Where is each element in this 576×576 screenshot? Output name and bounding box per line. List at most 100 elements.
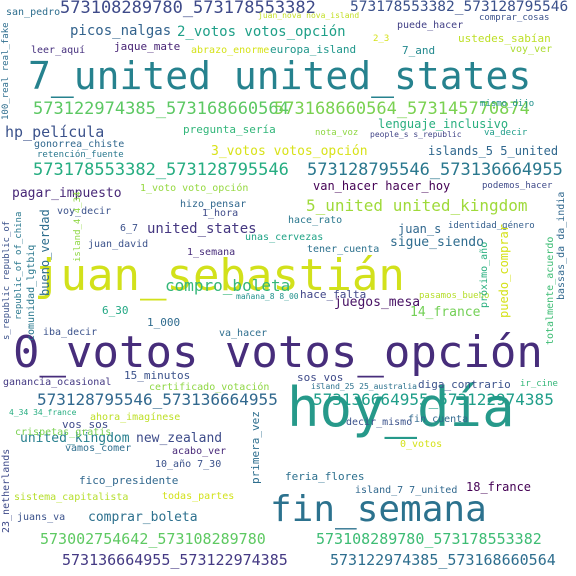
word-comprar-boleta: comprar_boleta xyxy=(88,510,198,525)
word-europa-island: europa_island xyxy=(270,43,357,56)
word-lenguaje-inclusivo: lenguaje_inclusivo xyxy=(378,117,509,131)
word-1-hora: 1_hora xyxy=(202,208,239,219)
word-100-real-real-fake: 100_real real_fake xyxy=(1,22,11,120)
word-6-7: 6_7 xyxy=(120,223,139,234)
word-fin-semana: fin_semana xyxy=(270,489,487,530)
word-juan-david: juan_david xyxy=(88,239,149,250)
word-va-decir: va_decir xyxy=(484,128,528,138)
word-1-semana: 1_semana xyxy=(187,247,236,258)
word-island-25-25-australia: island_25 25_australia xyxy=(311,382,417,391)
word-san-pedro: san_pedro xyxy=(6,7,61,18)
word-crispetas-gratis: crispetas_gratis xyxy=(15,427,112,438)
word-voy-decir: voy_decir xyxy=(57,206,112,217)
word-ganancia-ocasional: ganancia_ocasional xyxy=(3,377,112,388)
word-retencion-fuente: retención_fuente xyxy=(37,150,124,160)
word-united-states: united_states xyxy=(147,221,257,237)
word-hizo-pensar: hizo_pensar xyxy=(180,199,247,210)
word-picos-nalgas: picos_nalgas xyxy=(70,23,172,39)
word-pasamos-bueno: pasamos_bueno xyxy=(419,291,490,301)
word-fin-cuenta: fin_cuenta xyxy=(408,414,469,425)
word-hace-falta: hace_falta xyxy=(300,288,367,301)
word-pregunta-seria: pregunta_sería xyxy=(183,123,276,136)
word-identidad-genero: identidad_género xyxy=(448,221,535,231)
word-tener-cuenta: tener_cuenta xyxy=(307,244,380,255)
word-iba-decir: iba_decir xyxy=(43,327,98,338)
word-18-france: 18_france xyxy=(466,480,532,494)
word-5-united-united-kingdom: 5_united united_kingdom xyxy=(306,196,528,215)
word-ir-cine: ir_cine xyxy=(520,379,558,389)
word-7-united-united-states: 7_united united_states xyxy=(28,54,532,98)
word-republic-of-of-china: republic_of of_china xyxy=(14,211,24,320)
word-primera-vez: primera_vez xyxy=(249,411,262,484)
word-sistema-capitalista: sistema_capitalista xyxy=(14,492,129,503)
word-s-republic-republic-of: s_republic republic_of xyxy=(2,220,12,340)
word-diga-contrario: diga_contrario xyxy=(418,378,511,391)
word-island-4-4-34: island_4 4_34 xyxy=(73,191,83,262)
word-manana-8-8-00: mañana_8 8_00 xyxy=(236,292,299,301)
word-1-voto-voto-opcion: 1_voto voto_opción xyxy=(140,183,249,194)
word-0-votos: 0_votos xyxy=(400,439,443,450)
word-juans-va: juans_va xyxy=(17,512,66,523)
word-people-s-s-republic: people_s s_republic xyxy=(370,130,462,139)
word-island-7-7-united: island_7 7_united xyxy=(355,485,458,496)
word-hp-pelicula: hp_película xyxy=(5,123,105,141)
word-totalmente-acuerdo: totalmente_acuerdo xyxy=(545,236,556,345)
word-hace-rato: hace_rato xyxy=(288,215,343,226)
word-vamos-comer: vamos_comer xyxy=(65,443,132,454)
word-fico-presidente: fico_presidente xyxy=(79,474,179,487)
word-14-france: 14_france xyxy=(410,305,481,320)
word-id-pair: 573136664955_573122974385 xyxy=(313,390,554,409)
word-6-30: 6_30 xyxy=(102,304,129,317)
word-va-hacer: va_hacer xyxy=(219,328,268,339)
word-certificado-votacion: certificado_votación xyxy=(149,382,270,393)
word-juan-nova-nova-island: juan_nova nova_island xyxy=(258,11,360,20)
word-decir-mismo: decir_mismo xyxy=(346,417,413,428)
word-islands-5-5-united: islands_5 5_united xyxy=(428,144,559,158)
word-juan-s: juan_s xyxy=(398,222,442,236)
word-new-zealand: new_zealand xyxy=(136,431,223,446)
word-puedo-comprar: puedo_comprar xyxy=(497,224,511,318)
word-sigue-siendo: sigue_siendo xyxy=(390,235,484,250)
word-feria-flores: feria_flores xyxy=(285,470,365,483)
word-voy-ver: voy_ver xyxy=(510,44,553,55)
word-proximo-ano: próximo_año xyxy=(479,241,490,308)
word-comprar-cosas: comprar_cosas xyxy=(479,13,550,23)
word-id-pair: 573136664955_573122974385 xyxy=(62,551,288,569)
word-15-minutos: 15_minutos xyxy=(124,369,191,382)
word-todas-partes: todas_partes xyxy=(162,491,235,502)
word-2-votos-votos-opcion: 2_votos votos_opción xyxy=(177,24,346,40)
word-juegos-mesa: juegos_mesa xyxy=(334,295,421,310)
word-leer-aqui: leer_aquí xyxy=(31,45,86,56)
word-gonorrea-chiste: gonorrea_chiste xyxy=(34,139,125,150)
word-id-pair: 573108289780_573178553382 xyxy=(316,530,542,548)
word-hoy-dia: hoy_día xyxy=(287,376,515,439)
word-23-netherlands: 23_netherlands xyxy=(1,448,12,533)
word-jaque-mate: jaque_mate xyxy=(114,40,181,53)
word-van-hacer-hacer-hoy: van_hacer hacer_hoy xyxy=(313,179,451,193)
word-10-ano-7-30: 10_año 7_30 xyxy=(155,459,222,470)
word-7-and: 7_and xyxy=(402,44,436,57)
word-podemos-hacer: podemos_hacer xyxy=(482,181,553,191)
word-ustedes-sabian: ustedes_sabían xyxy=(458,32,551,45)
word-id-pair: 573122974385_573168660564 xyxy=(330,551,556,569)
word-id-pair: 573178553382_573128795546 xyxy=(33,160,289,180)
word-ahora-imaginese: ahora_imagínese xyxy=(90,412,181,423)
word-0-votos-votos-opcion: 0_votos votos_opción xyxy=(13,327,543,378)
word-compro-boleta: compro_boleta xyxy=(165,276,291,295)
word-nota-voz: nota_voz xyxy=(315,128,359,138)
word-id-pair: 573122974385_573168660564 xyxy=(33,99,289,119)
word-id-pair: 573128795546_573136664955 xyxy=(37,390,278,409)
word-puede-hacer: puede_hacer xyxy=(397,20,464,31)
word-comunidad-lgtbiq: comunidad_lgtbiq xyxy=(26,244,37,341)
word-id-pair: 573178553382_573128795546 xyxy=(350,0,569,15)
word-2-3: 2_3 xyxy=(373,34,390,44)
word-acabo-ver: acabo_ver xyxy=(172,446,227,457)
word-unas-cervezas: unas_cervezas xyxy=(245,232,324,243)
word-sos-vos: sos_vos xyxy=(297,371,344,384)
word-id-pair: 573002754642_573108289780 xyxy=(40,530,266,548)
word-bassas-da-da-india: bassas_da da_india xyxy=(556,191,567,300)
word-juan-sebastian: juan_sebastián xyxy=(34,250,405,301)
word-1-000: 1_000 xyxy=(147,316,181,329)
word-mismo-dijo: mismo_dijo xyxy=(480,99,535,109)
